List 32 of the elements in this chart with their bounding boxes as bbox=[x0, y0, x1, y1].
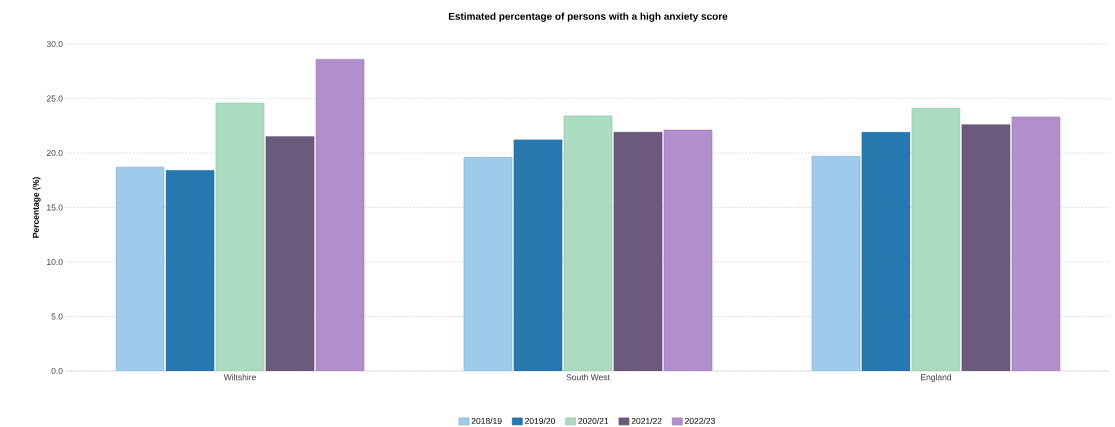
bar bbox=[463, 157, 513, 371]
x-tick-label: England bbox=[921, 374, 952, 382]
bar bbox=[613, 131, 663, 371]
bar bbox=[861, 131, 911, 371]
y-tick-label: 15.0 bbox=[47, 204, 63, 211]
bar bbox=[315, 58, 365, 371]
chart-title: Estimated percentage of persons with a high anxiety score bbox=[448, 12, 728, 22]
bar bbox=[165, 170, 215, 371]
bar bbox=[811, 155, 861, 371]
y-tick-label: 30.0 bbox=[46, 40, 63, 47]
y-tick-label: 5.0 bbox=[51, 313, 63, 320]
x-tick-label: South West bbox=[566, 374, 610, 381]
legend-label: 2019/20 bbox=[525, 417, 555, 424]
y-tick-label: 10.0 bbox=[47, 258, 63, 265]
bar bbox=[265, 136, 315, 371]
y-tick-label: 0.0 bbox=[51, 367, 63, 374]
x-tick-label: Wiltshire bbox=[223, 374, 256, 381]
y-tick-label: 20.0 bbox=[46, 149, 63, 156]
y-axis-title: Percentage (%) bbox=[32, 177, 41, 238]
bar bbox=[215, 102, 265, 371]
bar bbox=[115, 166, 165, 371]
bar bbox=[663, 129, 713, 371]
legend-label: 2018/19 bbox=[471, 417, 502, 424]
bar bbox=[911, 108, 961, 371]
y-tick-label: 25.0 bbox=[46, 95, 63, 102]
bar bbox=[563, 115, 613, 371]
bar bbox=[1011, 116, 1061, 371]
bar bbox=[513, 139, 563, 371]
bar bbox=[961, 124, 1011, 371]
legend-label: 2021/22 bbox=[631, 417, 662, 424]
legend-label: 2020/21 bbox=[578, 417, 609, 424]
legend-label: 2022/23 bbox=[685, 417, 715, 424]
